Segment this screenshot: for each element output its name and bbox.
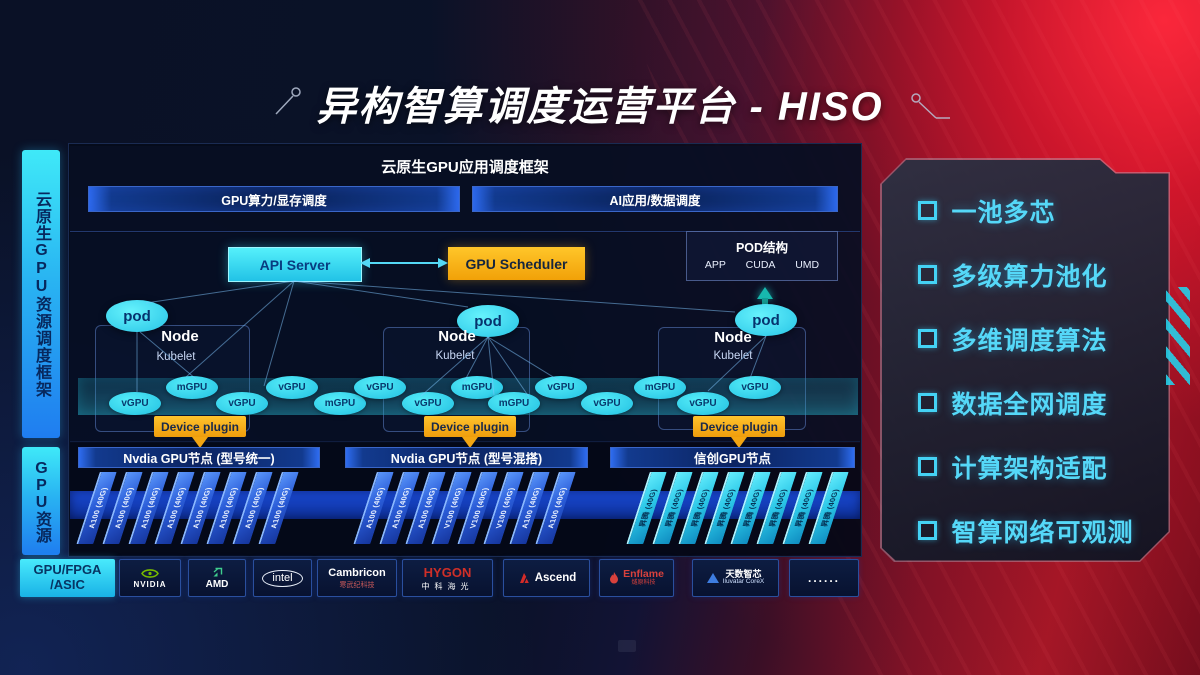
feature-text: 计算架构适配 — [951, 454, 1108, 483]
amd-logo-icon — [213, 567, 222, 576]
vendor-box-ascend: Ascend — [503, 559, 590, 597]
gpu-slice-ellipse-vgpu: vGPU — [402, 392, 454, 415]
gpu-slice-ellipse-vgpu: vGPU — [535, 376, 587, 399]
vendor-box-dots: ...... — [789, 559, 859, 597]
nvidia-logo-icon — [141, 568, 159, 578]
feature-bullet-icon — [918, 521, 937, 540]
feature-text: 多维调度算法 — [951, 326, 1108, 355]
app-scheduling-title: 云原生GPU应用调度框架 — [381, 159, 549, 176]
ascend-logo-icon — [519, 573, 529, 583]
gpu-group-bar-xinchuang: 信创GPU节点 — [610, 447, 855, 468]
device-plugin-1: Device plugin — [154, 416, 246, 437]
kubelet-label-2: Kubelet — [435, 350, 475, 362]
gpu-slice-ellipse-vgpu: vGPU — [216, 392, 268, 415]
device-plugin-arrow-2 — [462, 437, 478, 448]
feature-bullet-icon — [918, 393, 937, 412]
pod-structure-item-app: APP — [704, 259, 726, 271]
pod-structure-box: POD结构 APP CUDA UMD — [686, 231, 838, 281]
vendor-box-enflame: Enflame 燧原科技 — [599, 559, 674, 597]
device-plugin-arrow-1 — [192, 437, 208, 448]
pod-ellipse-3: pod — [735, 304, 797, 336]
gpu-slice-ellipse-mgpu: mGPU — [634, 376, 686, 399]
vendor-box-iluvatar: 天数智芯 Iluvatar CoreX — [692, 559, 779, 597]
feature-text: 数据全网调度 — [951, 390, 1108, 419]
vendor-box-amd: AMD — [188, 559, 246, 597]
hardware-type-line2: /ASIC — [50, 577, 85, 592]
gpu-group-bar-mixed: Nvdia GPU节点 (型号混搭) — [345, 447, 588, 468]
gpu-slice-ellipse-mgpu: mGPU — [314, 392, 366, 415]
feature-bullet-icon — [918, 201, 937, 220]
feature-text: 一池多芯 — [951, 198, 1056, 227]
node-label-2: Node — [438, 328, 476, 345]
pod-to-structure-arrow-icon — [757, 287, 773, 299]
kubelet-label-1: Kubelet — [156, 351, 196, 363]
gpu-slice-ellipse-vgpu: vGPU — [581, 392, 633, 415]
gpu-slice-ellipse-vgpu: vGPU — [729, 376, 781, 399]
pod-structure-item-cuda: CUDA — [745, 259, 776, 271]
feature-bullet-icon — [918, 457, 937, 476]
feature-item-5: 计算架构适配 — [918, 448, 1169, 486]
pod-structure-title: POD结构 — [735, 241, 789, 255]
feature-text: 多级算力池化 — [951, 262, 1108, 291]
feature-text: 智算网络可观测 — [951, 518, 1134, 547]
gpu-slice-ellipse-vgpu: vGPU — [266, 376, 318, 399]
pod-to-structure-arrow-stem — [762, 298, 768, 307]
device-plugin-2: Device plugin — [424, 416, 516, 437]
sidebar-label-gpu-resources: GPU资源 — [22, 447, 60, 555]
node-label-3: Node — [714, 329, 752, 346]
hardware-type-line1: GPU/FPGA — [33, 562, 102, 578]
iluvatar-logo-icon — [706, 573, 719, 583]
feature-item-2: 多级算力池化 — [918, 256, 1169, 294]
node-label-1: Node — [161, 328, 199, 345]
kubelet-label-3: Kubelet — [713, 350, 753, 362]
vendor-box-nvidia: NVIDIA — [119, 559, 181, 597]
hazard-stripes-decoration — [1166, 287, 1190, 385]
page-title: 异构智算调度运营平台 - HISO — [316, 85, 884, 129]
feature-bullet-icon — [918, 329, 937, 348]
vendor-box-intel: intel — [253, 559, 312, 597]
feature-bullet-icon — [918, 265, 937, 284]
api-server-box: API Server — [228, 247, 362, 282]
feature-item-6: 智算网络可观测 — [918, 512, 1169, 550]
gpu-slice-ellipse-vgpu: vGPU — [354, 376, 406, 399]
pod-ellipse-1: pod — [106, 300, 168, 332]
sidebar-label-cloud-native-gpu-framework: 云原生GPU资源调度框架 — [22, 150, 60, 438]
footer-mark — [618, 640, 636, 652]
device-plugin-3: Device plugin — [693, 416, 785, 437]
feature-item-4: 数据全网调度 — [918, 384, 1169, 422]
device-plugin-arrow-3 — [731, 437, 747, 448]
gpu-slice-ellipse-mgpu: mGPU — [488, 392, 540, 415]
hardware-type-label: GPU/FPGA /ASIC — [20, 559, 115, 597]
pod-structure-item-umd: UMD — [795, 259, 820, 271]
enflame-logo-icon — [610, 572, 619, 584]
feature-panel: 一池多芯多级算力池化 多维调度算法 数据全网调度 计算架构适配 智算网络可观测 — [880, 158, 1170, 562]
gpu-group-bar-uniform: Nvdia GPU节点 (型号统一) — [78, 447, 320, 468]
gpu-slice-ellipse-vgpu: vGPU — [109, 392, 161, 415]
vendor-box-hygon: HYGON 中科海光 — [402, 559, 493, 597]
bar-gpu-compute-memory-scheduling: GPU算力/显存调度 — [88, 186, 460, 212]
bar-ai-app-data-scheduling: AI应用/数据调度 — [472, 186, 838, 212]
gpu-scheduler-box: GPU Scheduler — [448, 247, 585, 280]
vendor-box-cambricon: Cambricon 寒武纪科技 — [317, 559, 397, 597]
intel-logo: intel — [262, 569, 303, 587]
feature-item-1: 一池多芯 — [918, 192, 1169, 230]
feature-item-3: 多维调度算法 — [918, 320, 1169, 358]
gpu-slice-ellipse-mgpu: mGPU — [166, 376, 218, 399]
gpu-slice-ellipse-vgpu: vGPU — [677, 392, 729, 415]
